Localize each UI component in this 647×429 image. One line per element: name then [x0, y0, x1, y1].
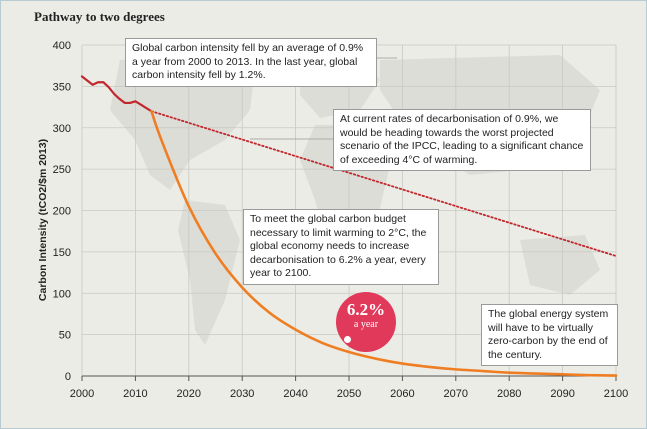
map-shape-6	[520, 235, 600, 295]
x-tick-label: 2040	[283, 388, 307, 400]
x-tick-label: 2000	[70, 388, 94, 400]
y-tick-label: 100	[53, 288, 71, 300]
x-tick-label: 2090	[550, 388, 574, 400]
series-historic-line	[80, 75, 153, 113]
y-tick-label: 350	[53, 81, 71, 93]
callout-historic: Global carbon intensity fell by an avera…	[125, 38, 377, 87]
map-shape-2	[178, 200, 240, 345]
x-tick-label: 2020	[177, 388, 201, 400]
callout-current-rate: At current rates of decarbonisation of 0…	[333, 109, 591, 171]
y-axis-label: Carbon Intensity (tCO2/$m 2013)	[37, 139, 49, 301]
x-tick-label: 2060	[390, 388, 414, 400]
chart-title: Pathway to two degrees	[34, 9, 165, 24]
x-tick-label: 2070	[444, 388, 468, 400]
series-layer	[80, 75, 618, 377]
y-tick-label: 50	[59, 330, 71, 342]
y-tick-label: 200	[53, 206, 71, 218]
x-tick-label: 2100	[604, 388, 628, 400]
series-current-rate-line	[150, 110, 617, 257]
decarbonisation-rate-badge: 6.2% a year	[336, 292, 396, 352]
x-tick-label: 2080	[497, 388, 521, 400]
x-tick-label: 2050	[337, 388, 361, 400]
y-tick-label: 0	[65, 371, 71, 383]
callout-two-degree: To meet the global carbon budget necessa…	[243, 209, 439, 285]
x-tick-label: 2030	[230, 388, 254, 400]
y-tick-label: 300	[53, 123, 71, 135]
x-tick-label: 2010	[123, 388, 147, 400]
callout-zero-carbon: The global energy system will have to be…	[481, 304, 618, 366]
series-two-degree-line	[150, 109, 618, 377]
axes: 2000 2010 2020 2030 2040 2050 2060 2070 2080 2090…	[53, 40, 629, 400]
badge-dot	[344, 336, 351, 343]
badge-value: 6.2%	[346, 300, 386, 319]
leader-lines	[250, 57, 397, 140]
y-tick-label: 150	[53, 247, 71, 259]
badge-caption: a year	[353, 319, 379, 330]
y-tick-label: 400	[53, 40, 71, 52]
y-tick-label: 250	[53, 164, 71, 176]
